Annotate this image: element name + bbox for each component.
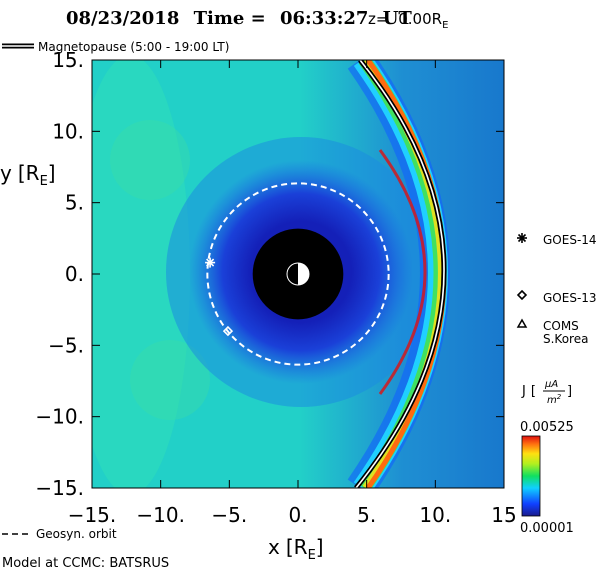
x-axis-unit: R [294,535,308,559]
y-axis: 15. 10. 5. 0. −5. −10. −15. [35,48,504,500]
geosync-legend: Geosyn. orbit [2,527,117,541]
goes14-legend: GOES-14 [517,233,597,247]
satellite-markers [205,257,234,337]
magnetopause-legend-label: Magnetopause (5:00 - 19:00 LT) [38,40,229,54]
y-tick-label: −5. [48,333,84,357]
header-z: z= 0.00RE [368,10,448,31]
x-tick-label: 0. [288,503,307,527]
earth [252,228,344,320]
triangle-icon [516,318,528,328]
colorbar-max: 0.00525 [520,420,574,435]
x-tick-label: −5. [211,503,247,527]
header-time: 06:33:27 [280,8,368,29]
x-tick-label: −10. [136,503,185,527]
heatmap-field [92,60,504,488]
geosync-orbit [206,182,390,366]
goes14-label: GOES-14 [543,233,597,247]
plot-header: 08/23/2018 Time = 06:33:27 UT [66,8,412,29]
header-date: 08/23/2018 [66,8,179,29]
asterisk-icon [517,233,527,243]
colorbar-gradient [521,435,541,517]
model-credit: Model at CCMC: BATSRUS [2,556,169,571]
tail-region [92,60,190,488]
colorbar-unit-den: m2 [547,393,562,406]
colorbar-label: J[ [521,384,536,399]
x-axis: −15. −10. −5. 0. 5. 10. 15 [68,60,517,527]
header-time-label: Time = [194,8,266,29]
y-tick-label: −10. [35,405,84,429]
x-tick-label: 15 [491,503,516,527]
geosync-legend-label: Geosyn. orbit [36,527,117,541]
goes13-legend: GOES-13 [516,289,597,305]
colorbar-quantity: J [521,384,526,399]
y-tick-label: −15. [35,476,84,500]
header-z-label: z= [368,10,388,28]
y-axis-unit-sub: E [40,174,48,189]
satellite-marker-goes-13 [222,325,234,337]
coms-label: COMS [543,319,579,333]
y-axis-var: y [0,161,12,185]
svg-text:]: ] [567,384,572,399]
y-axis-unit: R [26,161,40,185]
coms-legend: COMS S.Korea [516,318,588,346]
coms-sublabel: S.Korea [543,332,588,346]
x-tick-label: −15. [68,503,117,527]
x-tick-label: 5. [357,503,376,527]
header-z-value: 0.00 [398,10,431,28]
colorbar-unit-num: µA [544,379,558,390]
y-tick-label: 15. [52,48,84,72]
tail-patch-south [130,340,210,420]
y-tick-label: 10. [52,119,84,143]
x-axis-label: x [RE] [268,535,324,563]
header-z-unit-sub: E [442,20,448,31]
y-tick-label: 0. [65,262,84,286]
header-z-unit: R [432,10,442,28]
x-tick-label: 10. [419,503,451,527]
satellite-legend: GOES-14 GOES-13 COMS S.Korea [516,233,597,346]
goes13-label: GOES-13 [543,291,597,305]
y-tick-label: 5. [65,191,84,215]
magnetopause-boundary [354,60,447,488]
magnetopause-legend: Magnetopause (5:00 - 19:00 LT) [2,40,229,54]
x-axis-var: x [268,535,280,559]
tail-patch-north [110,120,190,200]
satellite-marker-goes-14 [205,257,216,268]
colorbar-min: 0.00001 [520,521,574,536]
x-axis-unit-sub: E [308,548,316,563]
diamond-icon [516,289,528,301]
header-time-unit: UT [383,8,413,29]
earth-dayside [298,263,309,285]
y-axis-label: y [RE] [0,161,56,189]
colorbar: J[ µA m2 ] 0.00525 0.00001 [520,379,574,536]
